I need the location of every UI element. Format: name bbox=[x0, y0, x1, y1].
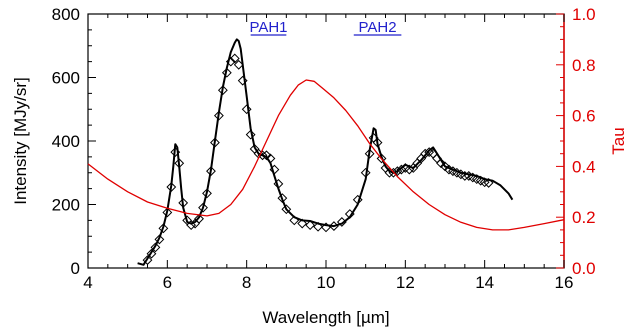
x-tick-label: 12 bbox=[396, 273, 415, 292]
tau-line bbox=[87, 79, 565, 231]
y-tick-label: 400 bbox=[52, 132, 80, 151]
x-tick-label: 16 bbox=[555, 273, 574, 292]
diamond-point bbox=[194, 213, 204, 224]
diamond-point bbox=[162, 207, 173, 218]
band-label: PAH2 bbox=[359, 19, 397, 36]
diamond-point bbox=[440, 161, 450, 172]
band-labels: PAH1 PAH2 bbox=[249, 19, 402, 36]
y2-tick-label: 0.2 bbox=[572, 208, 596, 227]
diamond-point bbox=[396, 164, 407, 175]
diamond-point bbox=[146, 248, 157, 259]
diamond-point bbox=[217, 85, 228, 96]
diamond-point bbox=[150, 242, 161, 253]
diamond-point bbox=[321, 222, 331, 233]
y-tick-label: 800 bbox=[52, 5, 80, 24]
x-tick-label: 10 bbox=[317, 273, 336, 292]
diamond-point bbox=[158, 223, 169, 234]
diamond-point bbox=[364, 148, 375, 159]
diamond-point bbox=[273, 178, 284, 189]
x-tick-label: 6 bbox=[163, 273, 172, 292]
tick-layer: 4 6 8 10 12 14 16 0 200 400 600 800 0.0 0.2 0.4 0.6 0.8 1… bbox=[52, 5, 596, 292]
y2-tick-label: 0.6 bbox=[572, 107, 596, 126]
diamond-point bbox=[225, 56, 236, 67]
diamond-point bbox=[344, 209, 355, 219]
diamond-point bbox=[281, 204, 292, 215]
y2-axis-title: Tau bbox=[609, 127, 628, 154]
diamond-point bbox=[352, 194, 363, 205]
diamond-point bbox=[305, 220, 316, 231]
intensity-line bbox=[137, 38, 514, 266]
diamond-point bbox=[436, 158, 446, 169]
y-tick-label: 600 bbox=[52, 69, 80, 88]
diamond-point bbox=[229, 53, 240, 64]
diamond-series bbox=[142, 53, 494, 265]
diamond-point bbox=[269, 164, 280, 175]
diamond-point bbox=[372, 137, 383, 148]
diamond-point bbox=[245, 129, 256, 140]
diamond-point bbox=[237, 75, 248, 86]
diamond-point bbox=[297, 218, 308, 229]
diamond-point bbox=[257, 150, 268, 161]
diamond-point bbox=[186, 220, 197, 231]
diamond-point bbox=[329, 221, 339, 231]
diamond-point bbox=[388, 167, 399, 178]
diamond-point bbox=[336, 217, 347, 227]
diamond-point bbox=[241, 104, 252, 115]
y2-tick-label: 0.8 bbox=[572, 56, 596, 75]
diamond-point bbox=[313, 221, 323, 232]
y-axis-title: Intensity [MJy/sr] bbox=[11, 77, 30, 205]
diamond-point bbox=[210, 137, 220, 148]
diamond-point bbox=[289, 215, 300, 226]
x-tick-label: 4 bbox=[83, 273, 92, 292]
diamond-point bbox=[392, 166, 403, 177]
diamond-point bbox=[483, 178, 494, 188]
y-tick-label: 200 bbox=[52, 196, 80, 215]
x-tick-label: 8 bbox=[242, 273, 251, 292]
y2-tick-label: 1.0 bbox=[572, 5, 596, 24]
diamond-point bbox=[360, 167, 371, 178]
diamond-point bbox=[265, 153, 276, 164]
diamond-point bbox=[277, 193, 288, 204]
diamond-point bbox=[479, 177, 490, 188]
diamond-point bbox=[178, 198, 189, 208]
band-label: PAH1 bbox=[249, 19, 287, 36]
diamond-point bbox=[170, 147, 181, 158]
diamond-point bbox=[420, 148, 431, 159]
data-layer bbox=[87, 38, 565, 266]
diamond-point bbox=[166, 182, 177, 192]
diamond-point bbox=[404, 164, 415, 175]
diamond-point bbox=[376, 153, 387, 164]
y2-tick-label: 0.0 bbox=[572, 259, 596, 278]
diamond-point bbox=[213, 110, 224, 121]
x-tick-label: 14 bbox=[475, 273, 494, 292]
y-tick-label: 0 bbox=[71, 259, 80, 278]
x-axis-title: Wavelength [µm] bbox=[262, 308, 389, 327]
diamond-point bbox=[206, 166, 216, 177]
diamond-point bbox=[459, 171, 470, 181]
diamond-point bbox=[174, 158, 185, 169]
diamond-point bbox=[202, 188, 212, 199]
diamond-point bbox=[261, 150, 272, 161]
diamond-point bbox=[233, 59, 244, 70]
diamond-point bbox=[198, 202, 208, 213]
diamond-point bbox=[154, 234, 165, 245]
y2-tick-label: 0.4 bbox=[572, 157, 596, 176]
diamond-point bbox=[221, 67, 232, 78]
